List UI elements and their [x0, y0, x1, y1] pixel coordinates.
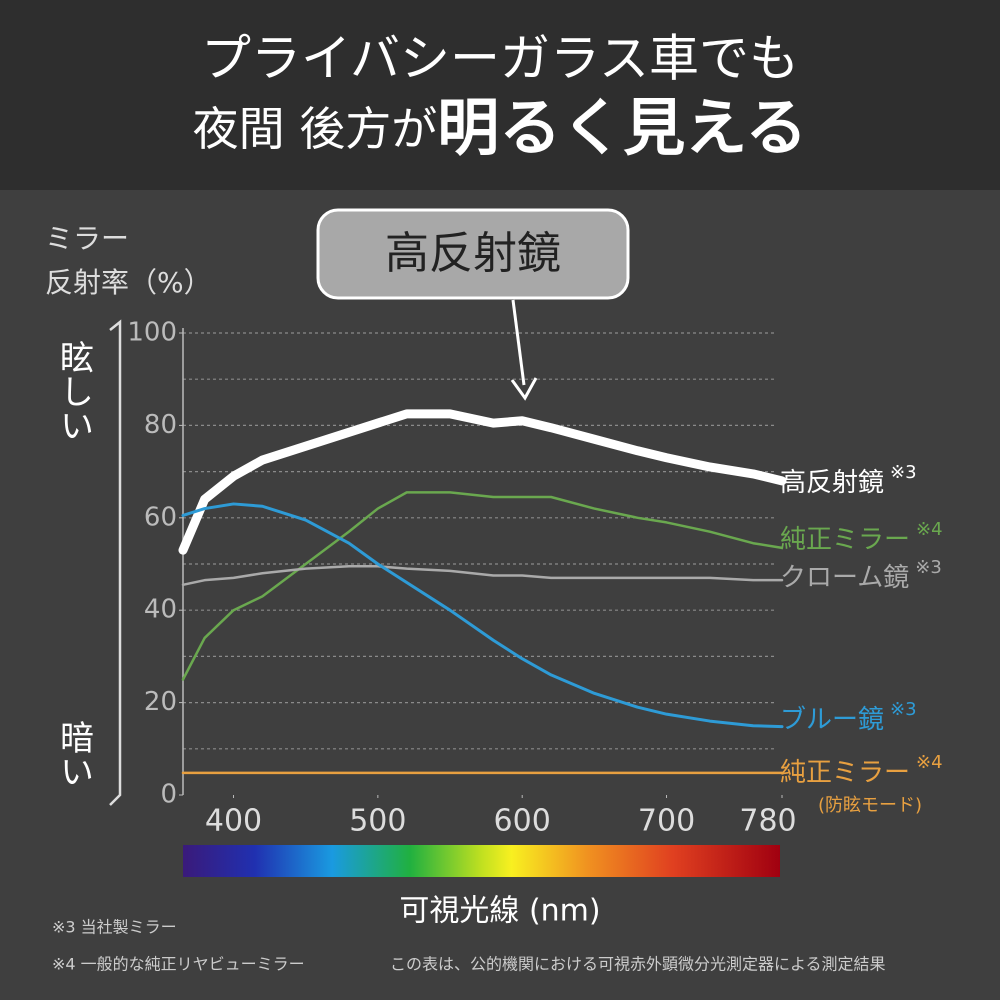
series-name: ブルー鏡 — [780, 705, 884, 735]
dark-label: 暗い — [54, 720, 94, 788]
series-label: ブルー鏡 ※3 — [780, 699, 917, 735]
series-note: ※3 — [890, 699, 917, 720]
callout-arrowhead — [510, 377, 538, 401]
banner — [0, 0, 1000, 190]
series-line — [181, 565, 784, 587]
y-title: ミラー — [45, 222, 129, 255]
series-line — [181, 502, 784, 729]
y-title: 反射率（%） — [45, 266, 212, 299]
series-label: 純正ミラー ※4 — [780, 519, 943, 555]
series-label: クローム鏡 ※3 — [780, 557, 942, 593]
y-tick-label: 20 — [144, 687, 177, 717]
series-line — [181, 491, 784, 681]
spectrum-bar — [183, 845, 780, 877]
x-tick-label: 400 — [205, 804, 262, 839]
series-name: 純正ミラー — [780, 525, 910, 555]
series-name: 純正ミラー — [780, 758, 910, 788]
series-name: クローム鏡 — [780, 563, 909, 593]
x-title: 可視光線 (nm) — [399, 894, 600, 929]
footnote: この表は、公的機関における可視赤外顕微分光測定器による測定結果 — [390, 955, 886, 974]
title-line: 夜間 後方が明るく見える — [193, 91, 808, 164]
series-line — [178, 409, 787, 555]
scale-arrow — [109, 319, 122, 806]
callout-text: 高反射鏡 — [385, 228, 561, 279]
series-note: ※4 — [916, 519, 943, 540]
y-tick-label: 80 — [144, 410, 177, 440]
series-sub: (防眩モード) — [818, 795, 922, 816]
y-tick-label: 100 — [127, 318, 177, 348]
callout-arrow — [511, 299, 526, 386]
series-note: ※3 — [915, 557, 942, 578]
x-tick-label: 700 — [638, 804, 695, 839]
x-tick-label: 500 — [349, 804, 406, 839]
y-tick-label: 40 — [144, 595, 177, 625]
x-tick-label: 600 — [494, 804, 551, 839]
series-note: ※4 — [916, 752, 943, 773]
series-name: 高反射鏡 — [780, 468, 884, 498]
glare-label: 眩しい — [54, 340, 94, 442]
footnote: ※4 一般的な純正リヤビューミラー — [52, 955, 305, 974]
callout-box — [316, 208, 630, 300]
title-line: プライバシーガラス車でも — [201, 30, 799, 88]
x-tick-label: 780 — [739, 804, 796, 839]
title-large: 明るく見える — [437, 91, 807, 164]
series-note: ※3 — [890, 462, 917, 483]
series-label: 高反射鏡 ※3 — [780, 462, 917, 498]
footnote: ※3 当社製ミラー — [52, 918, 177, 937]
title-small: 夜間 後方が — [193, 102, 438, 156]
series-label: 純正ミラー ※4 — [780, 752, 943, 788]
y-tick-label: 0 — [160, 780, 177, 810]
y-tick-label: 60 — [144, 502, 177, 532]
